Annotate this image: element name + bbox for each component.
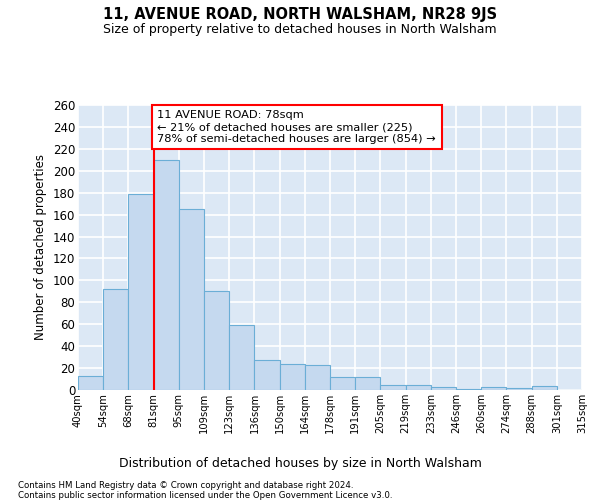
Bar xyxy=(128,194,154,390)
Text: Size of property relative to detached houses in North Walsham: Size of property relative to detached ho… xyxy=(103,22,497,36)
Bar xyxy=(330,377,355,390)
Bar xyxy=(254,360,280,390)
Bar xyxy=(380,384,406,390)
Bar xyxy=(532,386,557,390)
Bar xyxy=(481,386,506,390)
Y-axis label: Number of detached properties: Number of detached properties xyxy=(34,154,47,340)
Text: 11, AVENUE ROAD, NORTH WALSHAM, NR28 9JS: 11, AVENUE ROAD, NORTH WALSHAM, NR28 9JS xyxy=(103,8,497,22)
Bar xyxy=(305,365,330,390)
Bar xyxy=(78,376,103,390)
Bar xyxy=(179,209,204,390)
Text: 11 AVENUE ROAD: 78sqm
← 21% of detached houses are smaller (225)
78% of semi-det: 11 AVENUE ROAD: 78sqm ← 21% of detached … xyxy=(157,110,436,144)
Bar xyxy=(154,160,179,390)
Bar xyxy=(229,326,254,390)
Bar xyxy=(456,389,481,390)
Bar xyxy=(506,388,532,390)
Bar xyxy=(103,289,128,390)
Text: Contains HM Land Registry data © Crown copyright and database right 2024.: Contains HM Land Registry data © Crown c… xyxy=(18,481,353,490)
Bar xyxy=(431,386,456,390)
Bar xyxy=(204,292,229,390)
Bar xyxy=(280,364,305,390)
Bar xyxy=(355,377,380,390)
Text: Distribution of detached houses by size in North Walsham: Distribution of detached houses by size … xyxy=(119,458,481,470)
Text: Contains public sector information licensed under the Open Government Licence v3: Contains public sector information licen… xyxy=(18,491,392,500)
Bar xyxy=(406,384,431,390)
